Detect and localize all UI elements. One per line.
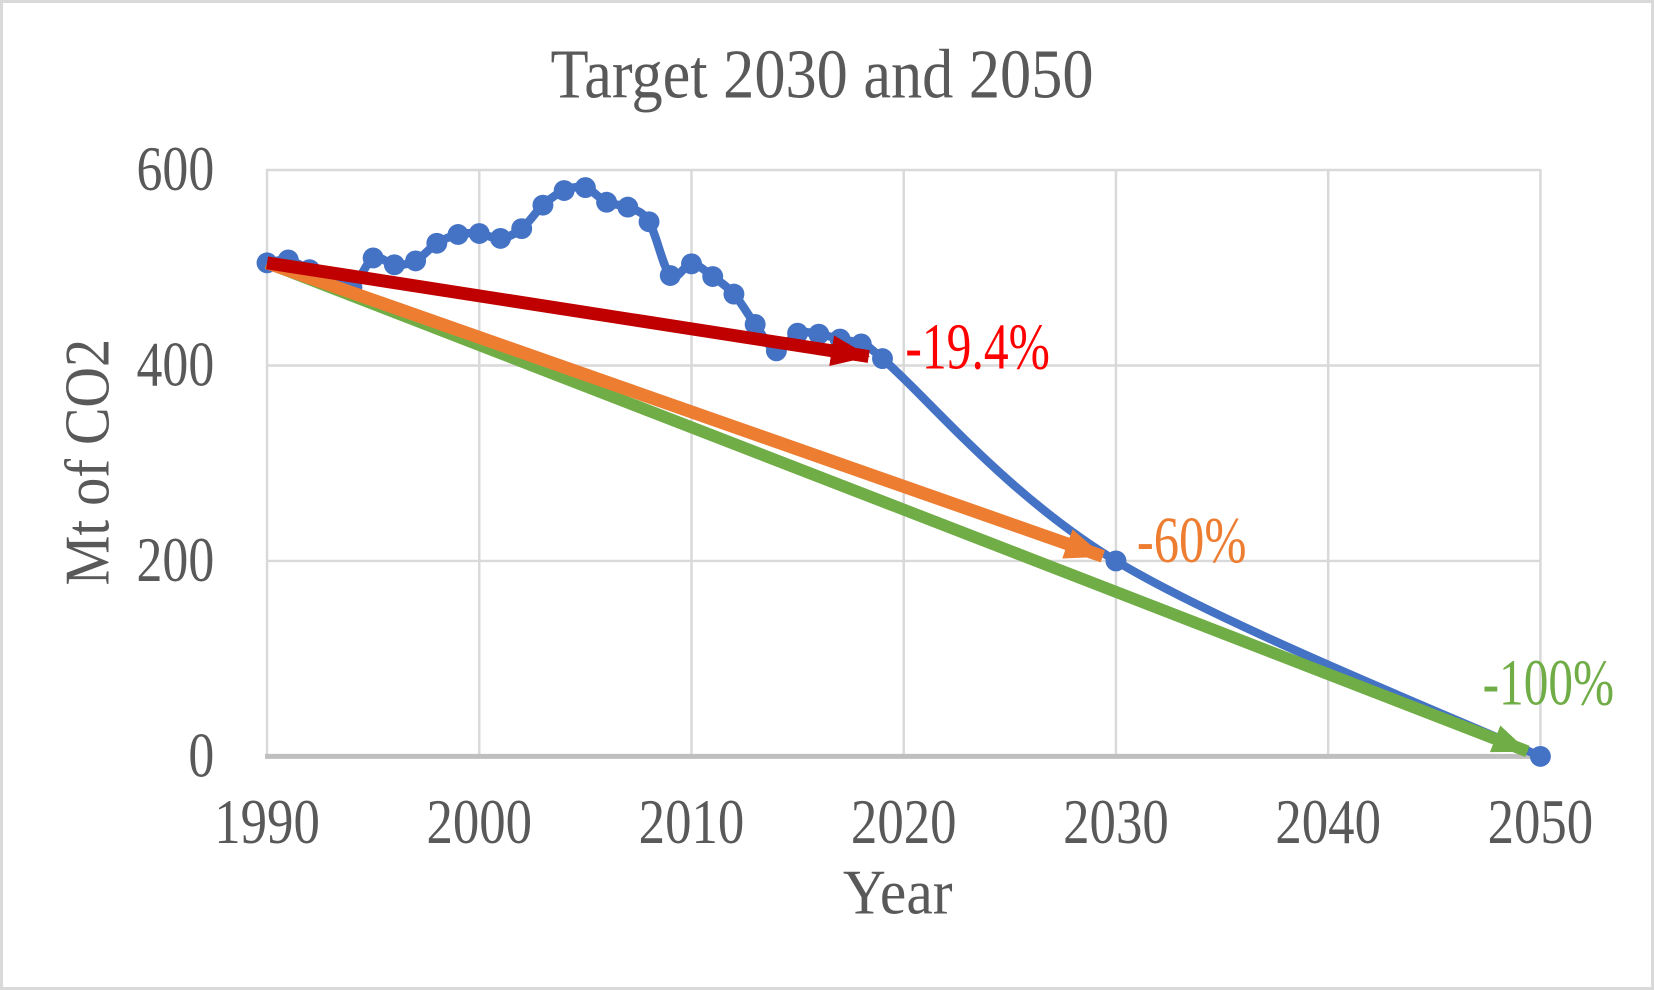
y-tick-label: 200 [137,524,215,595]
data-point-marker [553,180,575,201]
data-point-marker [362,247,384,269]
arrow-label-target-2019: -19.4% [905,311,1049,384]
data-point-marker [872,348,893,370]
arrow-label-target-2030: -60% [1137,504,1247,577]
data-point-marker [596,191,618,213]
x-tick-label: 2030 [1063,786,1169,857]
data-point-marker [681,253,702,275]
chart-title: Target 2030 and 2050 [551,36,1094,113]
data-point-marker [659,265,681,286]
arrow-target-2050 [264,257,1530,757]
x-tick-label: 2010 [639,786,745,857]
x-axis-tick-labels: 1990 2000 2010 2020 2030 2040 2050 [214,786,1593,857]
data-point-marker [405,250,427,272]
gridlines [265,168,1542,755]
y-tick-label: 600 [137,133,215,204]
data-point-marker [723,283,745,305]
x-tick-label: 1990 [214,786,320,857]
data-point-marker [532,194,554,216]
data-point-marker [426,232,448,254]
data-point-marker [744,313,766,335]
data-point-marker [1529,745,1551,767]
x-tick-label: 2000 [426,786,532,857]
data-point-marker [1105,550,1127,572]
y-tick-label: 0 [188,719,214,790]
arrow-target-2030 [264,256,1105,563]
data-point-marker [468,223,490,244]
y-axis-tick-labels: 0 200 400 600 [137,133,215,790]
y-axis-title: Mt of CO2 [52,339,123,585]
data-point-marker [511,218,533,240]
data-point-marker [574,177,596,199]
data-point-marker [617,196,639,218]
y-tick-label: 400 [137,328,215,399]
data-point-marker [702,266,724,287]
arrow-label-target-2050: -100% [1483,647,1615,720]
data-point-marker [808,323,830,345]
data-point-marker [638,211,660,233]
data-point-marker [447,224,469,245]
data-point-marker [383,254,405,276]
x-tick-label: 2020 [851,786,957,857]
target-arrows [264,256,1530,757]
arrow-labels: -100% -60% -19.4% [905,311,1614,720]
x-axis-title: Year [843,857,953,928]
x-tick-label: 2040 [1275,786,1381,857]
target-point-markers [872,348,1551,767]
data-point-marker [490,227,511,249]
x-tick-label: 2050 [1488,786,1594,857]
chart-canvas: -100%-60%-19.4% 1990 2000 2010 2020 2030 2040… [52,36,1615,928]
arrow-target-2019 [266,256,870,367]
